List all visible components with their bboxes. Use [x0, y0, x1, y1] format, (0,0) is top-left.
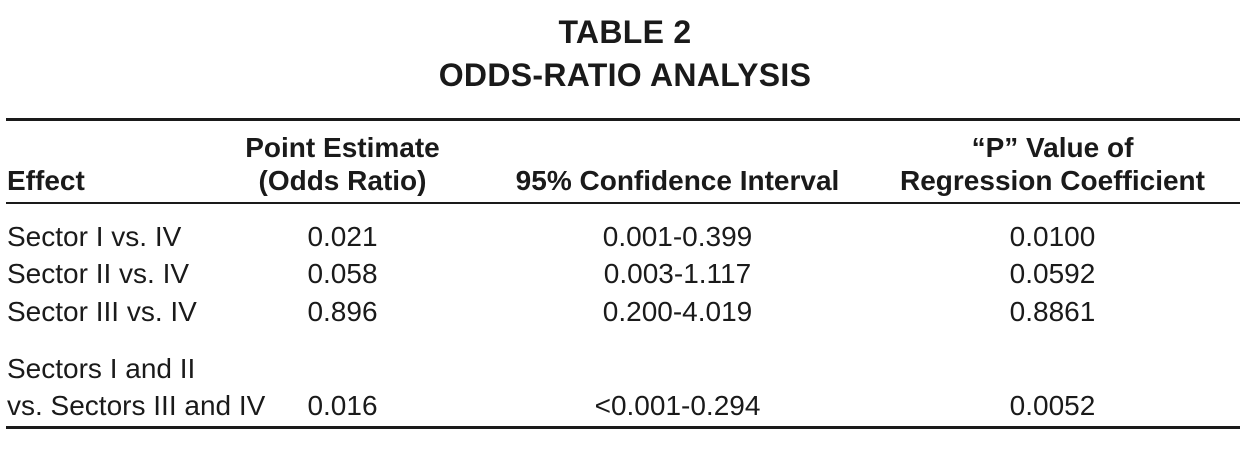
- cell-confidence-interval: 0.200-4.019: [602, 296, 753, 327]
- cell-confidence-interval: <0.001-0.294: [594, 390, 761, 421]
- cell-confidence-interval: 0.003-1.117: [603, 258, 752, 289]
- cell-effect: Sector II vs. IV: [7, 258, 190, 289]
- cell-point-estimate: 0.021: [307, 221, 378, 252]
- cell-p-value: 0.8861: [1009, 296, 1096, 327]
- top-rule: [6, 118, 1240, 121]
- cell-p-value: 0.0592: [1009, 258, 1096, 289]
- cell-effect-line1: Sectors I and II: [7, 353, 196, 384]
- header-effect: Effect: [7, 165, 85, 196]
- header-regression-coefficient: Regression Coefficient: [900, 165, 1205, 196]
- header-point-estimate: Point Estimate: [245, 132, 440, 163]
- cell-p-value: 0.0100: [1009, 221, 1096, 252]
- cell-effect: Sector III vs. IV: [7, 296, 197, 327]
- cell-confidence-interval: 0.001-0.399: [602, 221, 753, 252]
- cell-effect: Sector I vs. IV: [7, 221, 182, 252]
- header-odds-ratio: (Odds Ratio): [258, 165, 427, 196]
- cell-point-estimate: 0.896: [307, 296, 378, 327]
- table-number: TABLE 2: [558, 14, 692, 50]
- table-caption: ODDS-RATIO ANALYSIS: [438, 57, 812, 93]
- header-rule: [6, 202, 1240, 204]
- cell-p-value: 0.0052: [1009, 390, 1096, 421]
- cell-point-estimate: 0.058: [307, 258, 378, 289]
- bottom-rule: [6, 426, 1240, 429]
- header-p-value: “P” Value of: [971, 132, 1134, 163]
- cell-point-estimate: 0.016: [307, 390, 378, 421]
- header-confidence-interval: 95% Confidence Interval: [515, 165, 840, 196]
- cell-effect: vs. Sectors III and IV: [7, 390, 266, 421]
